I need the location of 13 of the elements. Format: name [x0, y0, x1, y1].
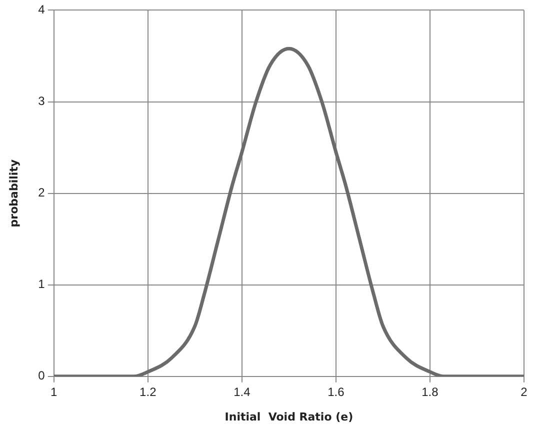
x-tick-label: 1 — [50, 384, 58, 399]
y-tick-label: 1 — [38, 277, 46, 292]
x-tick-label: 1.4 — [234, 384, 251, 399]
y-tick-label: 0 — [38, 368, 46, 383]
x-tick-label: 2 — [520, 384, 528, 399]
x-tick-label: 1.2 — [140, 384, 157, 399]
y-tick-label: 2 — [38, 186, 46, 200]
y-axis-title: probability — [7, 159, 20, 228]
x-tick-label: 1.6 — [328, 384, 345, 399]
y-tick-label: 4 — [38, 2, 46, 17]
x-tick-label: 1.8 — [422, 384, 439, 399]
x-axis-title: Initial Void Ratio (e) — [224, 410, 354, 424]
y-tick-label: 3 — [38, 94, 46, 108]
